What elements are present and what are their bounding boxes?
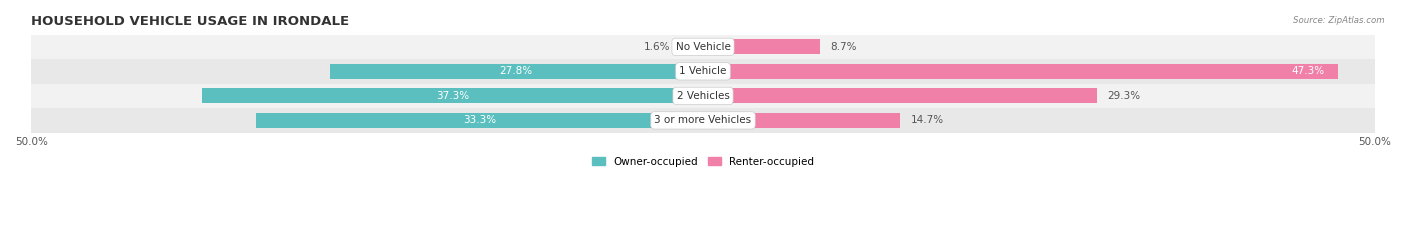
Text: No Vehicle: No Vehicle [675,42,731,52]
Text: 37.3%: 37.3% [436,91,470,101]
Text: 1 Vehicle: 1 Vehicle [679,66,727,76]
Bar [703,113,900,128]
Text: Source: ZipAtlas.com: Source: ZipAtlas.com [1294,16,1385,25]
Bar [202,88,703,103]
Bar [682,39,703,55]
Legend: Owner-occupied, Renter-occupied: Owner-occupied, Renter-occupied [588,153,818,171]
Text: 27.8%: 27.8% [499,66,533,76]
Text: 2 Vehicles: 2 Vehicles [676,91,730,101]
Bar [31,84,1375,108]
Bar [256,113,703,128]
Text: 8.7%: 8.7% [831,42,858,52]
Bar [31,108,1375,133]
Bar [31,34,1375,59]
Text: 29.3%: 29.3% [1108,91,1140,101]
Text: HOUSEHOLD VEHICLE USAGE IN IRONDALE: HOUSEHOLD VEHICLE USAGE IN IRONDALE [31,15,350,28]
Bar [703,88,1097,103]
Text: 1.6%: 1.6% [644,42,671,52]
Text: 14.7%: 14.7% [911,115,945,125]
Bar [703,39,820,55]
Text: 33.3%: 33.3% [463,115,496,125]
Text: 47.3%: 47.3% [1292,66,1324,76]
Bar [31,59,1375,84]
Text: 3 or more Vehicles: 3 or more Vehicles [654,115,752,125]
Bar [703,64,1339,79]
Bar [329,64,703,79]
